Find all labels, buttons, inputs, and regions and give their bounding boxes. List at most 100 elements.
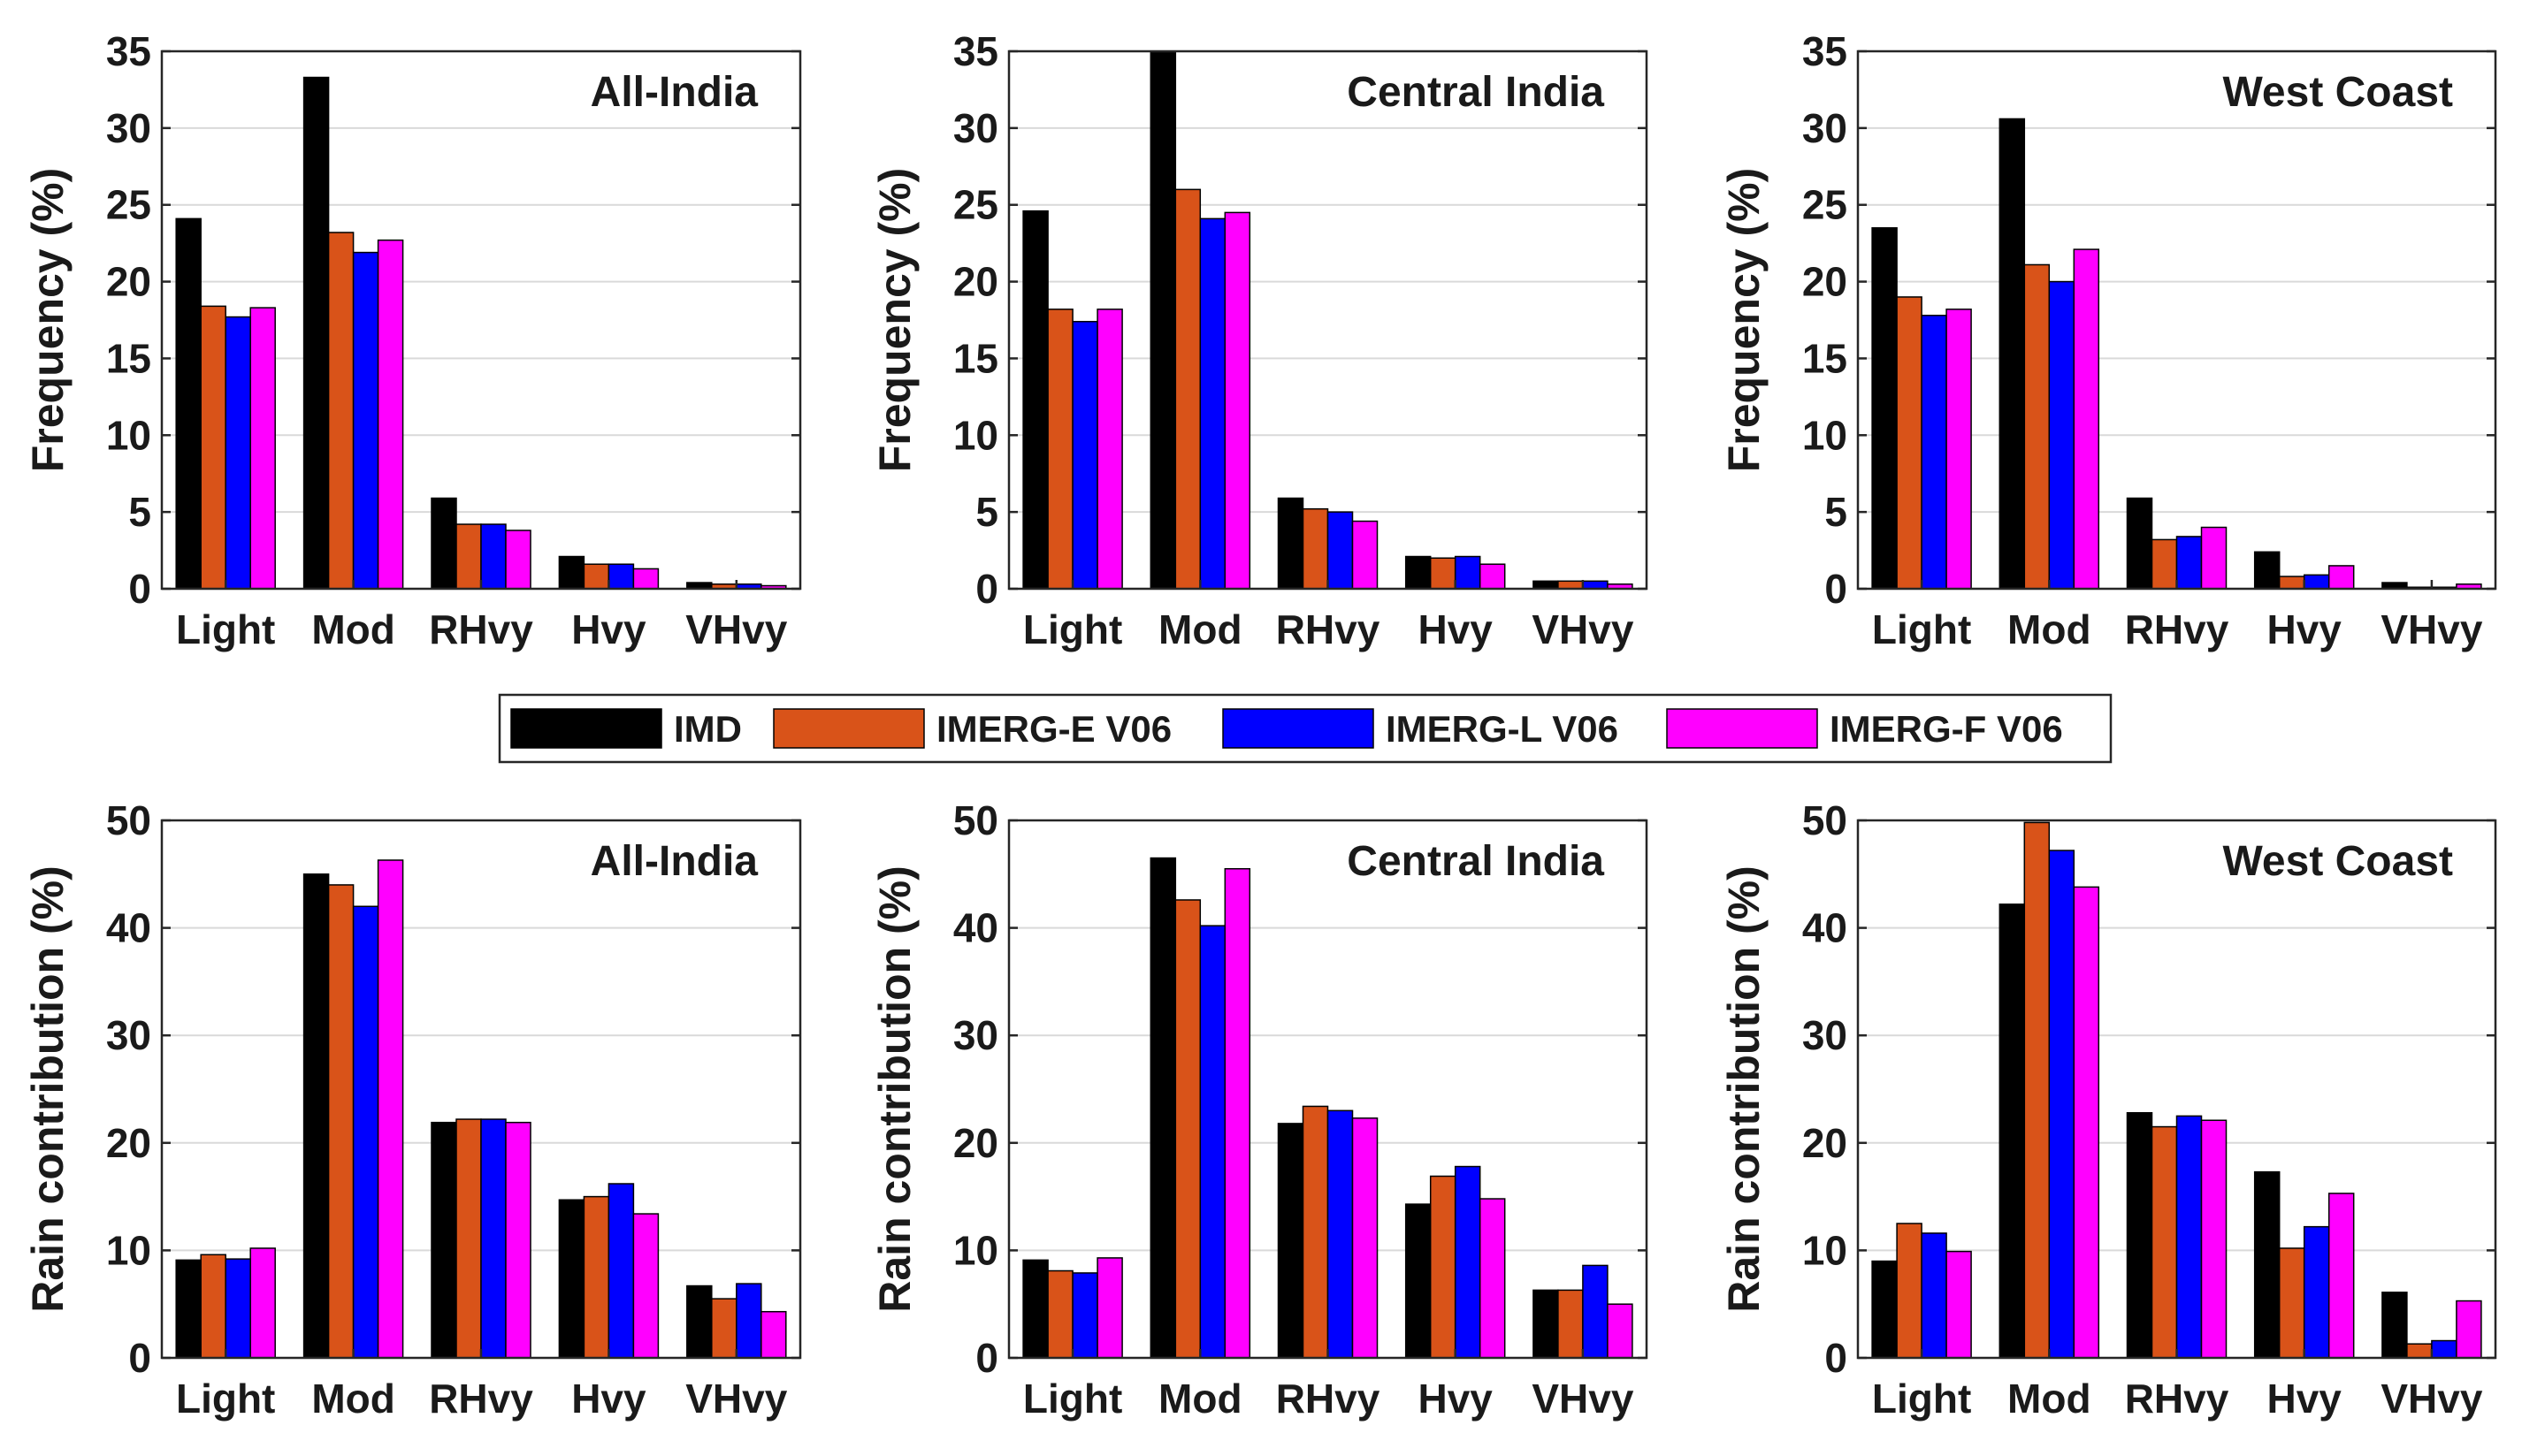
y-tick-label: 30 (106, 1012, 151, 1058)
bar-imerg-e-v06-vhvy (1557, 580, 1584, 590)
bar-imd-vhvy (1532, 580, 1559, 590)
bar-imerg-l-v06-rhvy (2175, 536, 2203, 590)
bar-imd-vhvy (2381, 1292, 2408, 1359)
x-tick-label: VHvy (1532, 1376, 1633, 1422)
y-tick-label: 0 (1824, 566, 1847, 612)
bar-imerg-f-v06-light (249, 307, 276, 590)
x-tick-label: Light (176, 1376, 275, 1422)
y-axis-label: Rain contribution (%) (1719, 865, 1769, 1313)
y-tick-label: 10 (1802, 412, 1847, 458)
bar-imd-rhvy (2126, 497, 2153, 590)
legend-swatch-imd (510, 708, 662, 749)
y-axis-label: Frequency (%) (23, 168, 73, 473)
bar-imerg-e-v06-rhvy (455, 1118, 482, 1359)
bar-imerg-e-v06-mod (1174, 188, 1202, 590)
bar-imerg-e-v06-rhvy (1302, 1105, 1329, 1359)
bar-imerg-e-v06-vhvy (2406, 1343, 2433, 1359)
bar-imd-hvy (2253, 551, 2281, 590)
y-tick-label: 20 (106, 1120, 151, 1166)
y-tick-label: 30 (1802, 105, 1847, 151)
bar-imerg-f-v06-hvy (632, 568, 660, 590)
bar-imerg-l-v06-hvy (608, 1183, 635, 1359)
panel-title: All-India (591, 838, 759, 885)
bar-imd-light (1871, 227, 1898, 590)
bar-imerg-f-v06-mod (1224, 211, 1251, 590)
legend-swatch-imerg-l-v06 (1222, 708, 1374, 749)
y-tick-label: 30 (106, 105, 151, 151)
y-tick-label: 50 (106, 797, 151, 843)
bar-imerg-e-v06-light (1896, 296, 1922, 590)
bar-imerg-l-v06-hvy (1454, 555, 1481, 590)
bar-imerg-f-v06-mod (1224, 867, 1251, 1359)
panel-title: Central India (1347, 69, 1604, 116)
y-tick-label: 40 (1802, 905, 1847, 951)
y-tick-label: 0 (975, 566, 998, 612)
bar-imerg-e-v06-mod (327, 884, 355, 1359)
y-tick-label: 20 (1802, 1120, 1847, 1166)
legend-label: IMD (674, 708, 742, 750)
bar-imd-hvy (1404, 1203, 1432, 1359)
bar-imerg-f-v06-rhvy (2200, 1119, 2228, 1359)
x-tick-label: Mod (1158, 606, 1242, 652)
x-tick-label: Light (1872, 606, 1971, 652)
y-tick-label: 0 (128, 566, 151, 612)
y-tick-label: 35 (106, 28, 151, 74)
bar-imerg-l-v06-rhvy (1326, 511, 1354, 590)
bar-imd-rhvy (431, 497, 457, 590)
legend-label: IMERG-F V06 (1830, 708, 2063, 750)
panel-title: West Coast (2222, 69, 2453, 116)
bar-imd-light (175, 217, 202, 590)
y-tick-label: 10 (106, 412, 151, 458)
y-tick-label: 40 (953, 905, 998, 951)
bar-imerg-l-v06-rhvy (1326, 1109, 1354, 1359)
bar-imerg-l-v06-vhvy (1582, 1264, 1609, 1359)
panel-title: West Coast (2222, 838, 2453, 885)
bar-imd-light (175, 1259, 202, 1359)
bar-imerg-f-v06-mod (377, 859, 404, 1359)
y-axis-label: Rain contribution (%) (870, 865, 920, 1313)
x-tick-label: RHvy (2125, 1376, 2229, 1422)
bar-imd-mod (302, 76, 330, 590)
bar-imerg-l-v06-light (225, 316, 251, 590)
bar-imd-hvy (2253, 1170, 2281, 1359)
legend-swatch-imerg-f-v06 (1666, 708, 1818, 749)
bar-imd-mod (1998, 903, 2026, 1359)
bar-imerg-f-v06-vhvy (760, 1310, 787, 1359)
y-tick-label: 15 (106, 335, 151, 381)
bar-imerg-e-v06-hvy (583, 1195, 610, 1359)
bar-imerg-e-v06-light (200, 305, 226, 590)
y-tick-label: 0 (1824, 1335, 1847, 1381)
chart-panel-6: 0 10 20 30 40 50 Light Mod RHvy Hvy VHvy Rain contr… (1719, 797, 2497, 1422)
bar-imd-light (1022, 1259, 1049, 1359)
bar-imd-hvy (1404, 555, 1432, 590)
y-tick-label: 30 (1802, 1012, 1847, 1058)
x-tick-label: VHvy (2381, 606, 2482, 652)
bar-imd-mod (1150, 857, 1177, 1359)
y-tick-label: 20 (106, 259, 151, 305)
bar-imerg-f-v06-hvy (1479, 1198, 1506, 1359)
legend-label: IMERG-E V06 (936, 708, 1172, 750)
bar-imerg-e-v06-light (200, 1254, 226, 1359)
chart-panel-1: 0 5 10 15 20 25 30 35 Light Mod RHvy Hvy VHvy Frequen… (23, 28, 802, 652)
bar-imerg-l-v06-light (1072, 320, 1098, 590)
bar-imerg-e-v06-light (1047, 309, 1074, 590)
bar-imerg-e-v06-hvy (2278, 1247, 2305, 1359)
x-tick-label: Light (1023, 606, 1122, 652)
bar-imerg-e-v06-rhvy (1302, 507, 1329, 590)
bar-imerg-l-v06-mod (2048, 850, 2075, 1359)
bar-imerg-e-v06-rhvy (455, 523, 482, 590)
y-tick-label: 35 (1802, 28, 1847, 74)
bar-imerg-l-v06-hvy (2303, 574, 2330, 590)
bar-imd-mod (1998, 118, 2026, 590)
bar-imerg-f-v06-mod (2073, 886, 2100, 1359)
x-tick-label: Mod (1158, 1376, 1242, 1422)
bar-imerg-l-v06-vhvy (736, 1283, 762, 1359)
x-tick-label: RHvy (429, 1376, 533, 1422)
bar-imerg-l-v06-rhvy (480, 1118, 507, 1359)
y-tick-label: 20 (953, 1120, 998, 1166)
bar-imd-hvy (558, 555, 585, 590)
bar-imerg-f-v06-rhvy (2200, 526, 2228, 590)
y-tick-label: 5 (975, 489, 998, 535)
x-tick-label: Hvy (1418, 1376, 1494, 1422)
